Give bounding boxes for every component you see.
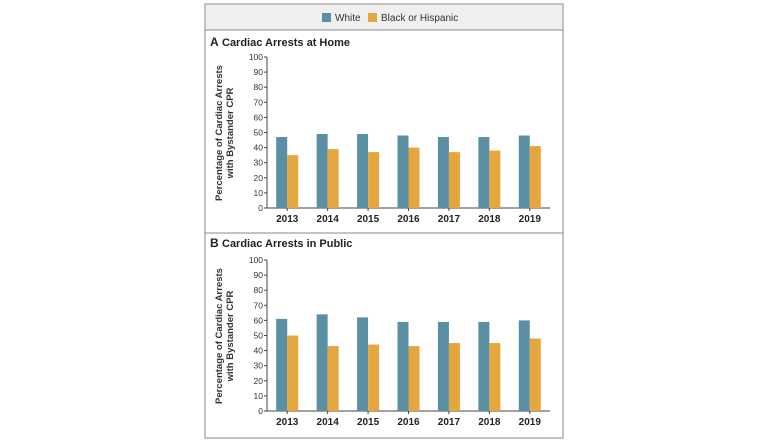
panel-b-x-tick-label: 2017 [438,417,461,428]
panel-b-bar-white [397,321,409,411]
panel-a-y-tick-label: 50 [254,128,264,138]
panel-b-title: Cardiac Arrests in Public [222,238,352,250]
panel-a-y-tick-label: 40 [254,143,264,153]
panel-a-x-tick-label: 2018 [478,214,501,225]
panel-b-bar-black-or-hispanic [408,346,420,411]
panel-b-y-tick-label: 0 [258,406,263,416]
panel-b-x-tick-label: 2019 [519,417,542,428]
panel-a-bar-black-or-hispanic [529,146,541,208]
panel-b-x-tick-label: 2013 [276,417,299,428]
panel-a-x-tick-label: 2019 [519,214,542,225]
panel-b-y-tick-label: 80 [254,285,264,295]
panel-b-x-tick-label: 2014 [317,417,340,428]
panel-b-bar-white [437,321,449,411]
panel-a-y-tick-label: 80 [254,82,264,92]
panel-a-y-tick-label: 30 [254,158,264,168]
panel-b-y-tick-label: 90 [254,270,264,280]
panel-b-bar-black-or-hispanic [529,338,541,411]
panel-a: A Cardiac Arrests at Home Percentage of … [210,35,550,225]
panel-b-y-tick-label: 40 [254,346,264,356]
panel-b-bar-black-or-hispanic [287,335,299,411]
panel-b: B Cardiac Arrests in Public Percentage o… [210,236,550,428]
panel-a-y-tick-label: 70 [254,97,264,107]
panel-a-y-tick-label: 100 [249,52,263,62]
panel-b-bar-black-or-hispanic [368,344,380,411]
panel-b-x-tick-label: 2018 [478,417,501,428]
panel-b-y-tick-label: 20 [254,376,264,386]
panel-b-label: B [210,236,219,250]
panel-a-y-tick-label: 20 [254,173,264,183]
panel-a-bar-black-or-hispanic [287,155,299,208]
panel-b-y-tick-label: 10 [254,391,264,401]
panel-a-x-tick-label: 2016 [397,214,420,225]
panel-a-bar-white [437,137,449,208]
panel-a-x-tick-label: 2014 [317,214,340,225]
panel-a-x-tick-label: 2013 [276,214,299,225]
panel-b-plot: 0 10 20 30 40 50 60 70 80 90 100 2013 2014 2015 2016 20… [249,255,550,428]
panel-b-x-tick-label: 2016 [397,417,420,428]
panel-a-bar-white [316,134,328,208]
panel-a-y-tick-label: 90 [254,67,264,77]
panel-a-y-tick-label: 0 [258,203,263,213]
panel-a-bar-black-or-hispanic [448,152,460,208]
legend-swatch-black-or-hispanic [368,13,377,22]
panel-a-bar-white [276,137,288,208]
panel-b-y-tick-label: 30 [254,361,264,371]
panel-a-ylabel-line1: Percentage of Cardiac Arrests [214,65,225,201]
panel-b-bar-white [357,317,369,411]
panel-a-ylabel-line2: with Bystander CPR [225,87,236,179]
panel-a-title: Cardiac Arrests at Home [222,37,350,49]
panel-a-y-tick-label: 60 [254,112,264,122]
panel-b-bar-black-or-hispanic [448,343,460,411]
panel-b-y-tick-label: 70 [254,300,264,310]
panel-a-plot: 0 10 20 30 40 50 60 70 80 90 100 2013 2014 2015 2016 20… [249,52,550,225]
panel-a-bar-black-or-hispanic [489,150,501,208]
panel-b-bar-black-or-hispanic [489,343,501,411]
panel-b-bar-white [478,321,490,411]
panel-b-bar-black-or-hispanic [327,346,339,411]
legend-swatch-white [322,13,331,22]
panel-b-bar-white [518,320,530,411]
panel-a-label: A [210,35,219,49]
panel-a-bar-white [357,134,369,208]
panel-a-x-tick-label: 2015 [357,214,380,225]
legend-bar [206,5,562,30]
panel-b-y-tick-label: 100 [249,255,263,265]
panel-a-bar-black-or-hispanic [408,147,420,208]
panel-b-y-tick-label: 60 [254,315,264,325]
legend-label-white: White [335,13,361,24]
panel-b-bar-white [276,318,288,411]
panel-a-bar-white [518,135,530,208]
panel-a-y-tick-label: 10 [254,188,264,198]
panel-a-bar-black-or-hispanic [327,149,339,208]
legend: White Black or Hispanic [322,13,458,24]
panel-b-ylabel-line2: with Bystander CPR [225,290,236,382]
panel-b-y-tick-label: 50 [254,331,264,341]
panel-b-ylabel-line1: Percentage of Cardiac Arrests [214,268,225,404]
panel-a-bar-white [478,137,490,208]
legend-label-black-or-hispanic: Black or Hispanic [381,13,458,24]
panel-a-bar-white [397,135,409,208]
panel-b-bar-white [316,314,328,411]
panel-a-x-tick-label: 2017 [438,214,461,225]
panel-a-bar-black-or-hispanic [368,152,380,208]
panel-b-x-tick-label: 2015 [357,417,380,428]
